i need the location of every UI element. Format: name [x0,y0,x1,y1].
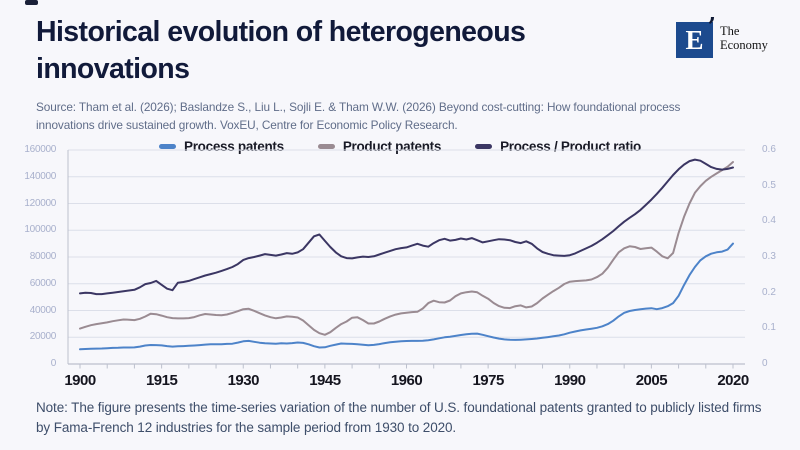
legend-swatch-process [159,144,177,149]
x-axis-tick-label: 1990 [554,372,586,389]
x-axis-tick-label: 1975 [472,372,504,389]
y-axis-right-tick-label: 0.2 [762,286,776,298]
x-axis-tick-label: 1915 [145,372,178,389]
legend-item-ratio: Process / Product ratio [475,139,641,154]
y-axis-right-tick-label: 0.4 [762,215,776,227]
y-axis-left-tick-label: 100000 [24,224,56,236]
legend-swatch-product [317,144,335,149]
logo-word-economy: Economy [720,37,768,52]
y-axis-right-tick-label: 0.6 [762,144,776,155]
legend-item-product-patents: Product patents [317,139,442,154]
y-axis-right-tick-label: 0 [762,358,768,369]
legend-label: Product patents [342,139,442,154]
top-left-crop-artifact [25,0,38,5]
logo-quote-icon: ’ [707,12,716,41]
legend-label: Process / Product ratio [500,139,641,154]
publisher-logo: E ’ The Economy [676,15,768,58]
page-title: Historical evolution of heterogeneous in… [36,16,526,86]
y-axis-right-tick-label: 0.1 [762,322,776,334]
chart-legend: Process patents Product patents Process … [0,139,800,154]
x-axis-tick-label: 2005 [635,372,668,389]
x-axis-tick-label: 1900 [64,372,96,389]
logo-word-the: The [720,24,740,38]
logo-wordmark: The Economy [720,22,768,53]
y-axis-left-tick-label: 20000 [29,331,57,343]
logo-letter: E [685,24,704,55]
y-axis-left-tick-label: 60000 [29,277,57,289]
logo-mark: E ’ [676,15,716,58]
x-axis-tick-label: 1930 [227,372,260,389]
legend-label: Process patents [184,139,284,154]
y-axis-left-tick-label: 160000 [24,144,56,155]
figure-note: Note: The figure presents the time-serie… [36,400,762,436]
y-axis-right-tick-label: 0.3 [762,251,776,262]
y-axis-left-tick-label: 0 [50,358,57,369]
x-axis-tick-label: 1945 [309,372,341,389]
y-axis-right-tick-label: 0.5 [762,179,776,191]
legend-item-process-patents: Process patents [159,139,284,154]
y-axis-left-tick-label: 120000 [24,197,56,209]
y-axis-left-tick-label: 140000 [24,170,56,182]
y-axis-left-tick-label: 40000 [29,304,57,316]
legend-swatch-ratio [475,144,493,149]
x-axis-tick-label: 2020 [717,372,749,389]
x-axis-tick-label: 1960 [390,372,423,389]
y-axis-left-tick-label: 80000 [29,251,57,262]
source-attribution: Source: Tham et al. (2026); Baslandze S.… [36,100,681,133]
